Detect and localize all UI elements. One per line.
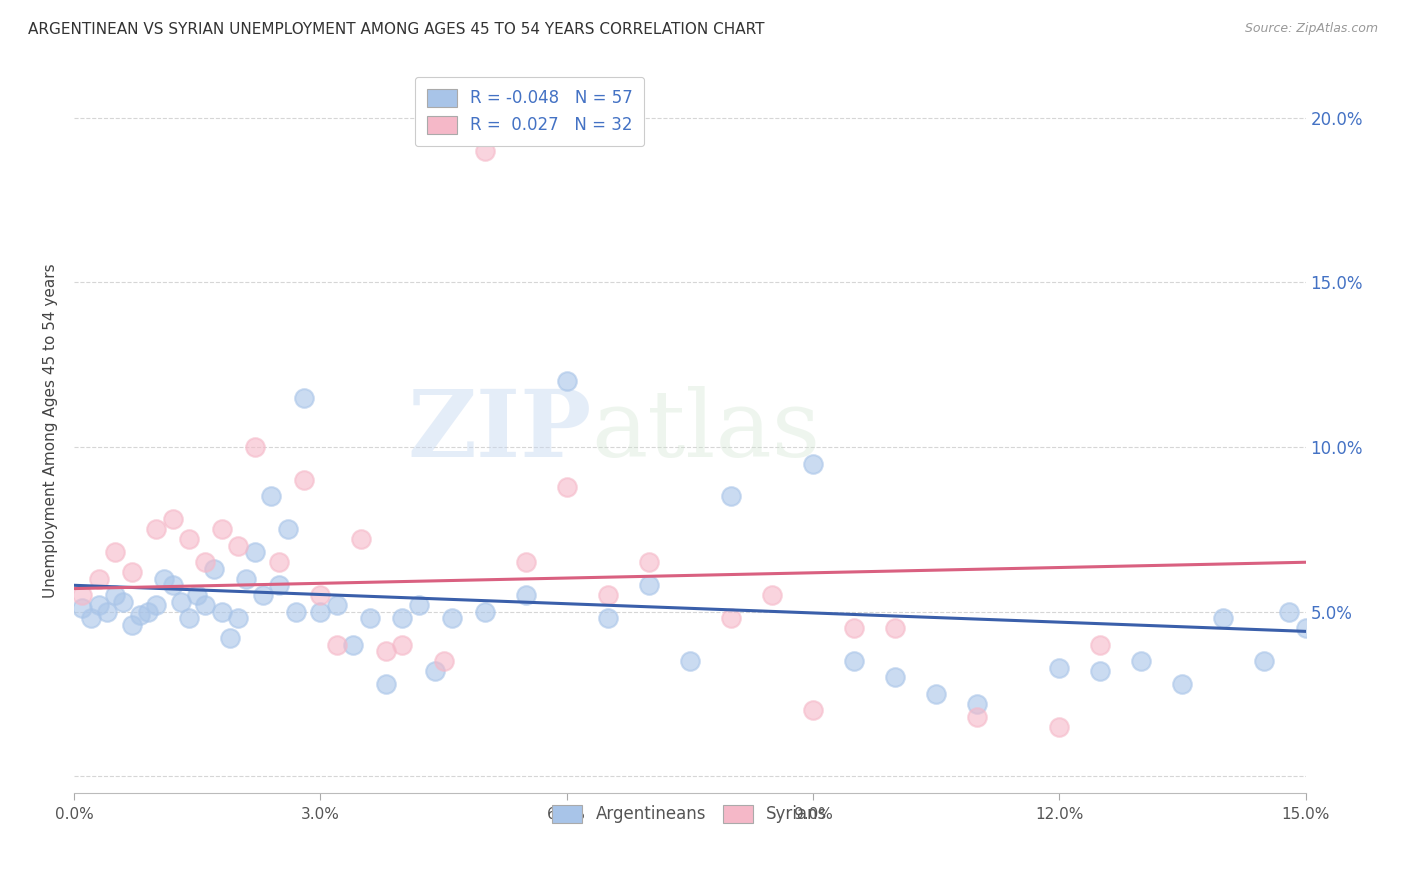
Point — [425, 664, 447, 678]
Point — [112, 595, 135, 609]
Point — [555, 374, 578, 388]
Point — [194, 598, 217, 612]
Point — [104, 545, 127, 559]
Point — [342, 638, 364, 652]
Point — [359, 611, 381, 625]
Point — [194, 555, 217, 569]
Point — [104, 588, 127, 602]
Point — [1212, 611, 1234, 625]
Point — [432, 654, 454, 668]
Point — [966, 710, 988, 724]
Point — [79, 611, 101, 625]
Point — [842, 654, 865, 668]
Y-axis label: Unemployment Among Ages 45 to 54 years: Unemployment Among Ages 45 to 54 years — [44, 263, 58, 598]
Point — [121, 617, 143, 632]
Point — [72, 588, 94, 602]
Point — [1090, 638, 1112, 652]
Point — [596, 611, 619, 625]
Point — [87, 572, 110, 586]
Point — [720, 611, 742, 625]
Point — [72, 601, 94, 615]
Point — [720, 490, 742, 504]
Point — [153, 572, 176, 586]
Point — [1295, 621, 1317, 635]
Point — [162, 512, 184, 526]
Point — [1130, 654, 1153, 668]
Point — [1047, 660, 1070, 674]
Point — [515, 555, 537, 569]
Point — [375, 644, 398, 658]
Point — [219, 631, 242, 645]
Point — [309, 605, 332, 619]
Point — [292, 391, 315, 405]
Point — [637, 578, 659, 592]
Point — [226, 611, 249, 625]
Point — [966, 697, 988, 711]
Point — [761, 588, 783, 602]
Point — [145, 522, 167, 536]
Point — [177, 611, 200, 625]
Point — [596, 588, 619, 602]
Text: Source: ZipAtlas.com: Source: ZipAtlas.com — [1244, 22, 1378, 36]
Point — [391, 611, 413, 625]
Point — [136, 605, 159, 619]
Point — [269, 555, 291, 569]
Point — [1253, 654, 1275, 668]
Point — [884, 621, 907, 635]
Point — [326, 638, 349, 652]
Point — [260, 490, 283, 504]
Point — [801, 703, 824, 717]
Point — [87, 598, 110, 612]
Point — [186, 588, 208, 602]
Legend: Argentineans, Syrians: Argentineans, Syrians — [540, 793, 839, 835]
Point — [1047, 720, 1070, 734]
Point — [96, 605, 118, 619]
Point — [162, 578, 184, 592]
Point — [350, 532, 373, 546]
Point — [309, 588, 332, 602]
Text: ARGENTINEAN VS SYRIAN UNEMPLOYMENT AMONG AGES 45 TO 54 YEARS CORRELATION CHART: ARGENTINEAN VS SYRIAN UNEMPLOYMENT AMONG… — [28, 22, 765, 37]
Point — [235, 572, 257, 586]
Point — [555, 479, 578, 493]
Point — [277, 522, 299, 536]
Point — [440, 611, 463, 625]
Point — [243, 545, 266, 559]
Point — [177, 532, 200, 546]
Point — [474, 605, 496, 619]
Point — [408, 598, 430, 612]
Point — [170, 595, 193, 609]
Point — [269, 578, 291, 592]
Point — [243, 440, 266, 454]
Point — [637, 555, 659, 569]
Point — [202, 562, 225, 576]
Point — [679, 654, 702, 668]
Point — [925, 687, 948, 701]
Point — [145, 598, 167, 612]
Point — [128, 607, 150, 622]
Point — [284, 605, 307, 619]
Point — [884, 670, 907, 684]
Point — [121, 565, 143, 579]
Text: ZIP: ZIP — [408, 385, 592, 475]
Point — [842, 621, 865, 635]
Point — [292, 473, 315, 487]
Point — [326, 598, 349, 612]
Point — [1090, 664, 1112, 678]
Point — [1278, 605, 1301, 619]
Point — [375, 677, 398, 691]
Point — [226, 539, 249, 553]
Point — [211, 522, 233, 536]
Point — [1171, 677, 1194, 691]
Point — [515, 588, 537, 602]
Point — [211, 605, 233, 619]
Point — [474, 144, 496, 158]
Point — [252, 588, 274, 602]
Point — [801, 457, 824, 471]
Point — [391, 638, 413, 652]
Text: atlas: atlas — [592, 385, 821, 475]
